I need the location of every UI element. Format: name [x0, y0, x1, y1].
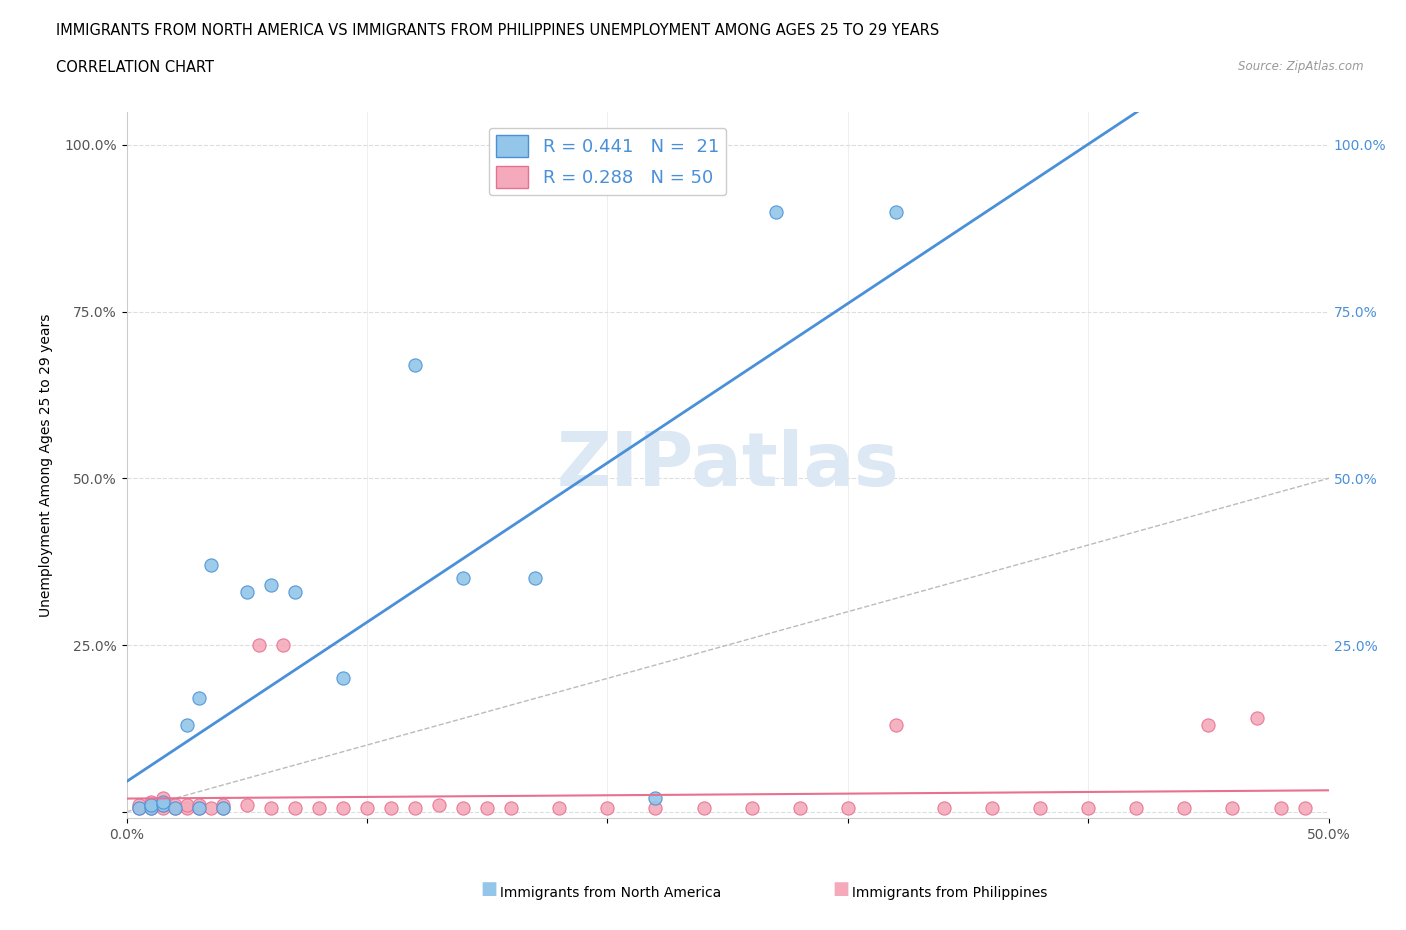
Point: [765, 205, 787, 219]
Point: [152, 794, 174, 809]
Point: [884, 718, 907, 733]
Text: Immigrants from North America: Immigrants from North America: [478, 886, 721, 900]
Point: [247, 638, 270, 653]
Point: [1125, 801, 1147, 816]
Point: [884, 205, 907, 219]
Point: [139, 798, 162, 813]
Point: [356, 801, 378, 816]
Point: [211, 798, 233, 813]
Point: [211, 801, 233, 816]
Text: Source: ZipAtlas.com: Source: ZipAtlas.com: [1239, 60, 1364, 73]
Text: Immigrants from Philippines: Immigrants from Philippines: [830, 886, 1047, 900]
Point: [427, 798, 450, 813]
Point: [200, 558, 222, 573]
Point: [692, 801, 714, 816]
Point: [139, 798, 162, 813]
Point: [152, 790, 174, 805]
Point: [271, 638, 294, 653]
Point: [260, 801, 283, 816]
Point: [1197, 718, 1219, 733]
Point: [1270, 801, 1292, 816]
Point: [260, 578, 283, 592]
Text: ■: ■: [481, 881, 498, 898]
Point: [981, 801, 1004, 816]
Point: [176, 801, 198, 816]
Point: [200, 801, 222, 816]
Point: [235, 584, 259, 599]
Point: [187, 691, 209, 706]
Point: [1173, 801, 1195, 816]
Point: [163, 801, 186, 816]
Point: [596, 801, 619, 816]
Point: [837, 801, 859, 816]
Point: [741, 801, 763, 816]
Point: [548, 801, 571, 816]
Y-axis label: Unemployment Among Ages 25 to 29 years: Unemployment Among Ages 25 to 29 years: [39, 313, 53, 617]
Point: [163, 801, 186, 816]
Legend: R = 0.441   N =  21, R = 0.288   N = 50: R = 0.441 N = 21, R = 0.288 N = 50: [488, 127, 727, 195]
Point: [644, 801, 666, 816]
Point: [524, 571, 547, 586]
Point: [176, 798, 198, 813]
Point: [128, 801, 150, 816]
Point: [332, 671, 354, 685]
Point: [139, 794, 162, 809]
Point: [1246, 711, 1268, 725]
Point: [163, 798, 186, 813]
Text: ZIPatlas: ZIPatlas: [557, 429, 898, 501]
Point: [128, 798, 150, 813]
Point: [1222, 801, 1244, 816]
Point: [211, 801, 233, 816]
Point: [187, 798, 209, 813]
Point: [332, 801, 354, 816]
Point: [1029, 801, 1052, 816]
Point: [475, 801, 498, 816]
Point: [152, 801, 174, 816]
Point: [451, 801, 474, 816]
Point: [932, 801, 955, 816]
Point: [284, 801, 307, 816]
Point: [187, 801, 209, 816]
Point: [187, 801, 209, 816]
Text: CORRELATION CHART: CORRELATION CHART: [56, 60, 214, 75]
Point: [308, 801, 330, 816]
Point: [789, 801, 811, 816]
Text: IMMIGRANTS FROM NORTH AMERICA VS IMMIGRANTS FROM PHILIPPINES UNEMPLOYMENT AMONG : IMMIGRANTS FROM NORTH AMERICA VS IMMIGRA…: [56, 23, 939, 38]
Point: [404, 357, 426, 372]
Point: [176, 718, 198, 733]
Point: [235, 798, 259, 813]
Text: ■: ■: [832, 881, 849, 898]
Point: [501, 801, 523, 816]
Point: [284, 584, 307, 599]
Point: [451, 571, 474, 586]
Point: [139, 801, 162, 816]
Point: [152, 798, 174, 813]
Point: [139, 801, 162, 816]
Point: [1077, 801, 1099, 816]
Point: [380, 801, 402, 816]
Point: [128, 801, 150, 816]
Point: [1294, 801, 1316, 816]
Point: [644, 790, 666, 805]
Point: [404, 801, 426, 816]
Point: [152, 798, 174, 813]
